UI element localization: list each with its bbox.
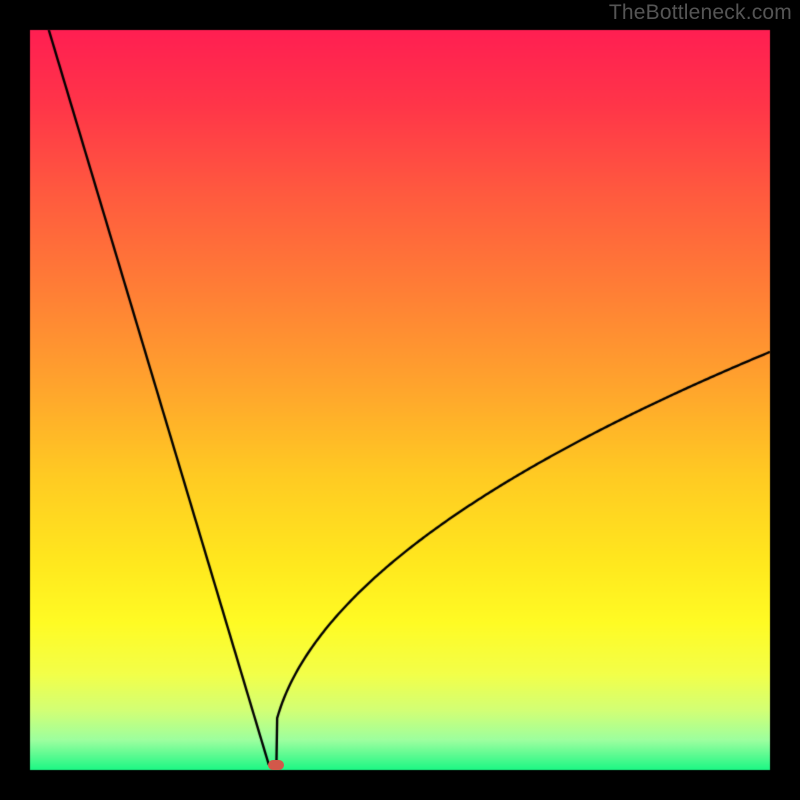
bottleneck-curve [0,0,800,800]
watermark-text: TheBottleneck.com [609,1,792,25]
chart-frame: TheBottleneck.com [0,0,800,800]
optimum-marker [268,760,284,770]
